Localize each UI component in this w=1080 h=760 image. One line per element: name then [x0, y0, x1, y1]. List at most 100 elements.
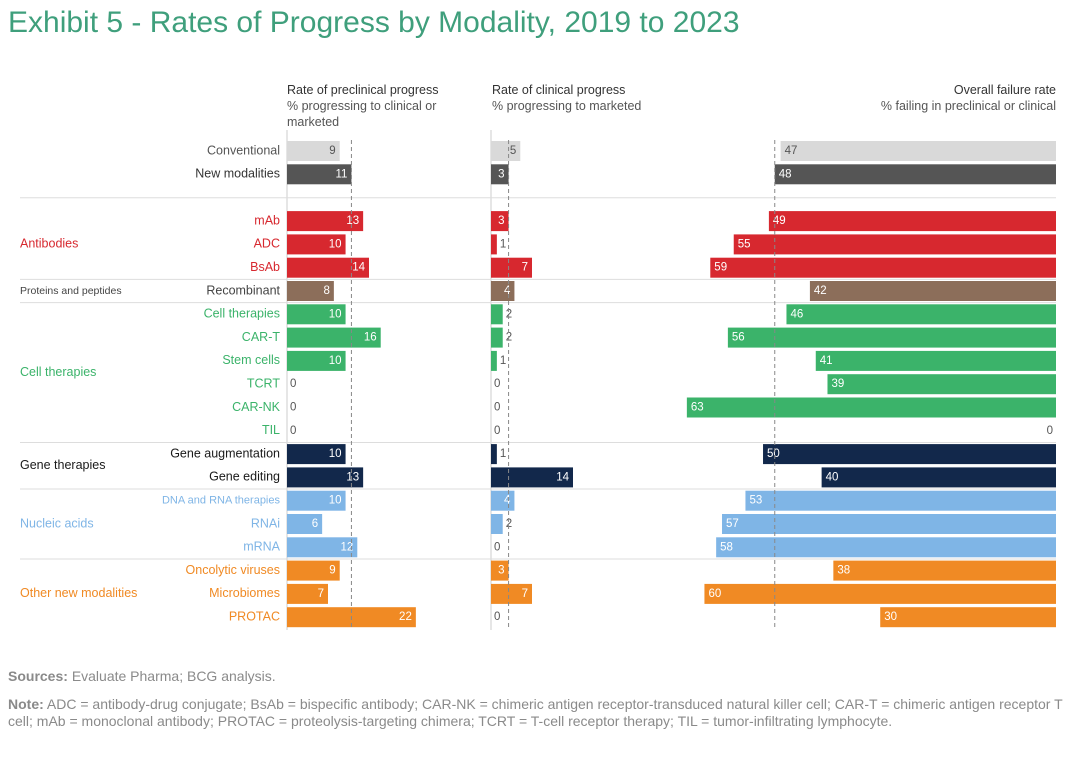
value-label: 11	[335, 168, 347, 180]
bar	[491, 490, 515, 511]
value-label: 48	[779, 168, 792, 180]
bar	[774, 164, 1056, 185]
panel-subtitle: % progressing to marketed	[492, 99, 642, 113]
bar	[491, 304, 503, 325]
bar	[821, 467, 1056, 488]
bar	[491, 257, 532, 278]
category-label: RNAi	[251, 516, 280, 530]
bar	[733, 234, 1056, 255]
panel-title: Overall failure rate	[953, 83, 1056, 97]
value-label: 16	[364, 332, 377, 344]
category-label: Conventional	[207, 143, 280, 157]
bar	[287, 467, 364, 488]
value-label: 10	[329, 308, 342, 320]
value-label: 7	[522, 588, 528, 600]
value-label: 6	[312, 518, 318, 530]
value-label: 4	[504, 285, 511, 297]
value-label: 8	[323, 285, 329, 297]
bar	[833, 560, 1056, 581]
value-label: 2	[506, 308, 512, 320]
category-label: BsAb	[250, 260, 280, 274]
bar	[491, 327, 503, 348]
value-label: 49	[773, 215, 786, 227]
value-label: 41	[820, 355, 833, 367]
bar	[827, 374, 1056, 395]
value-label: 56	[732, 332, 745, 344]
category-label: Cell therapies	[204, 307, 280, 321]
bar	[287, 514, 323, 534]
value-label: 46	[790, 308, 803, 320]
bar	[491, 467, 573, 488]
panel-title: Rate of preclinical progress	[287, 83, 439, 97]
value-label: 12	[340, 541, 353, 553]
value-label: 30	[884, 611, 897, 623]
value-label: 0	[494, 541, 500, 553]
category-label: CAR-T	[242, 330, 281, 344]
bar	[686, 397, 1056, 418]
group-label: Proteins and peptides	[20, 285, 122, 297]
group-label: Nucleic acids	[20, 516, 94, 530]
bar	[815, 350, 1056, 371]
bar	[287, 304, 346, 325]
category-label: mRNA	[243, 540, 280, 554]
bar	[786, 304, 1056, 325]
note: Note: ADC = antibody-drug conjugate; BsA…	[8, 696, 1072, 730]
sources-text: Evaluate Pharma; BCG analysis.	[71, 668, 276, 684]
bar	[727, 327, 1056, 348]
value-label: 40	[826, 471, 839, 483]
bar	[491, 350, 497, 371]
bar	[287, 350, 346, 371]
panel-subtitle: % failing in preclinical or clinical	[880, 99, 1056, 113]
value-label: 0	[290, 402, 296, 414]
value-label: 14	[352, 262, 365, 274]
chart: Antibodies Proteins and peptides Cell ther…	[20, 130, 1056, 630]
bar	[287, 141, 340, 161]
value-label: 10	[329, 238, 342, 250]
value-label: 13	[346, 471, 359, 483]
bar	[491, 514, 503, 534]
bar	[491, 583, 532, 604]
value-label: 57	[726, 518, 739, 530]
value-label: 10	[329, 495, 342, 507]
group-label: Cell therapies	[20, 365, 96, 379]
bar	[491, 211, 509, 232]
value-label: 39	[831, 378, 844, 390]
bar	[780, 141, 1056, 161]
value-label: 42	[814, 285, 827, 297]
bar	[491, 281, 515, 301]
category-label: Gene augmentation	[170, 446, 280, 460]
value-label: 58	[720, 541, 733, 553]
bar	[491, 444, 497, 465]
category-label: ADC	[254, 237, 280, 251]
category-label: Microbiomes	[209, 586, 280, 600]
bar	[722, 514, 1056, 534]
value-label: 0	[290, 425, 296, 437]
value-label: 47	[785, 145, 798, 157]
bar	[491, 141, 521, 161]
value-label: 14	[556, 471, 569, 483]
group-label: Other new modalities	[20, 586, 137, 600]
value-label: 1	[500, 448, 506, 460]
value-label: 4	[504, 495, 511, 507]
category-label: TIL	[262, 423, 280, 437]
panel-subtitle: % progressing to clinical or marketed	[287, 99, 437, 129]
category-label: PROTAC	[229, 609, 280, 623]
bar	[763, 444, 1056, 465]
category-label: Oncolytic viruses	[186, 563, 280, 577]
value-label: 38	[837, 565, 850, 577]
value-label: 0	[290, 378, 296, 390]
bar	[287, 560, 340, 581]
bar	[287, 164, 352, 185]
value-label: 0	[494, 378, 500, 390]
bar	[287, 490, 346, 511]
value-label: 9	[329, 565, 335, 577]
panel-title: Rate of clinical progress	[492, 83, 626, 97]
value-label: 9	[329, 145, 335, 157]
bar	[287, 583, 328, 604]
value-label: 60	[708, 588, 721, 600]
category-label: mAb	[254, 213, 280, 227]
value-label: 10	[329, 448, 342, 460]
bar	[491, 164, 509, 185]
group-label: Antibodies	[20, 237, 78, 251]
